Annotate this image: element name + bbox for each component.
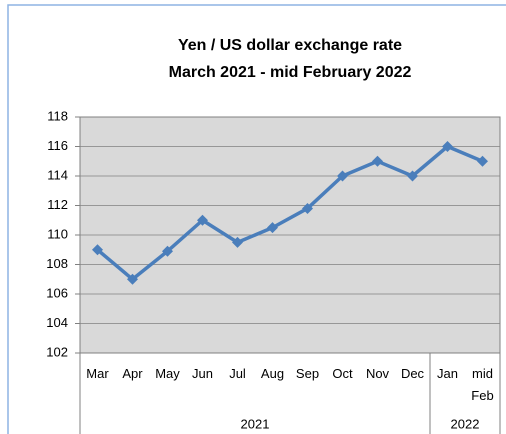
y-tick-label: 102: [46, 344, 68, 359]
data-point: [197, 214, 208, 226]
x-tick-label: Jul: [229, 366, 246, 381]
group-label: 2021: [241, 416, 270, 431]
x-tick-label: Oct: [332, 366, 353, 381]
x-tick-label: Dec: [400, 366, 425, 381]
y-tick-label: 118: [47, 108, 68, 123]
data-point: [442, 141, 453, 152]
x-tick-label: mid Feb: [471, 366, 494, 403]
x-tick-label: Apr: [122, 366, 143, 381]
data-point: [337, 170, 348, 182]
data-point: [92, 244, 103, 256]
y-tick-label: 106: [46, 285, 68, 300]
y-tick-label: 104: [46, 315, 68, 330]
chart-subtitle: March 2021 - mid February 2022: [169, 64, 412, 81]
chart-title: Yen / US dollar exchange rate: [178, 37, 402, 54]
x-tick-label: Aug: [260, 366, 285, 381]
x-tick-label: May: [155, 366, 180, 381]
x-tick-label: Sep: [295, 366, 320, 381]
data-point: [127, 273, 138, 285]
y-tick-label: 108: [46, 256, 68, 271]
group-label: 2022: [451, 416, 480, 431]
data-point: [372, 155, 383, 167]
data-point: [267, 222, 278, 234]
y-tick-label: 110: [47, 226, 68, 241]
data-point: [162, 245, 173, 257]
x-tick-label: Jun: [192, 366, 213, 381]
y-tick-label: 112: [47, 197, 68, 212]
x-tick-label: Jan: [437, 366, 458, 381]
data-point: [407, 170, 418, 182]
x-tick-label: Mar: [86, 366, 109, 381]
data-point: [232, 236, 243, 248]
data-point: [302, 202, 313, 214]
y-tick-label: 114: [47, 167, 68, 182]
series-line: [96, 144, 484, 281]
y-tick-label: 116: [47, 138, 68, 153]
x-tick-label: Nov: [365, 366, 390, 381]
data-point: [477, 155, 488, 167]
